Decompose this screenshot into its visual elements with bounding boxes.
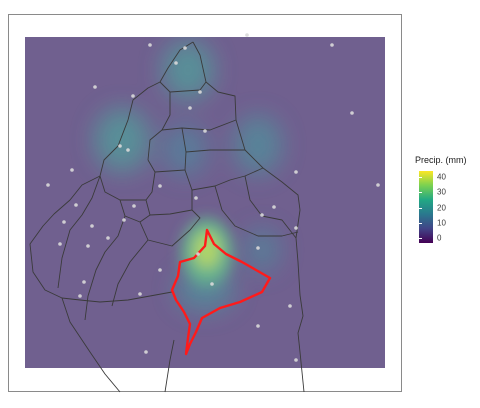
station-point <box>194 196 198 200</box>
station-point <box>288 304 292 308</box>
station-point <box>196 252 200 256</box>
legend-colorbar <box>419 171 433 243</box>
delegacion-j <box>57 175 101 289</box>
delegacion-e <box>185 149 245 153</box>
station-point <box>174 61 178 65</box>
station-point <box>294 226 298 230</box>
station-point <box>330 43 334 47</box>
station-point <box>158 184 162 188</box>
station-point <box>82 280 86 284</box>
station-point <box>144 350 148 354</box>
delegacion-b <box>169 81 207 93</box>
legend-tick-label: 10 <box>437 218 446 228</box>
station-point <box>188 106 192 110</box>
delegacion-k <box>84 215 126 321</box>
legend-tick-mark <box>419 177 422 179</box>
legend-tick-mark <box>419 192 422 194</box>
precip-blob-north <box>162 40 214 100</box>
station-point <box>106 236 110 240</box>
legend-tick-label: 30 <box>437 187 446 197</box>
station-point <box>245 33 249 37</box>
delegacion-c <box>161 119 237 131</box>
delegacion-l <box>139 209 201 247</box>
outer-boundary-west <box>29 41 194 393</box>
station-point <box>210 282 214 286</box>
station-point <box>260 213 264 217</box>
legend-tick-label: 40 <box>437 172 446 182</box>
delegacion-o <box>111 239 149 307</box>
delegacion-p <box>61 291 173 303</box>
station-point <box>148 43 152 47</box>
station-point <box>183 46 187 50</box>
south-line <box>164 339 175 393</box>
station-point <box>376 183 380 187</box>
legend-tick-mark <box>419 238 422 240</box>
legend-title: Precip. (mm) <box>415 155 467 165</box>
precip-raster <box>25 37 385 368</box>
station-point <box>46 183 50 187</box>
legend-tick-label: 20 <box>437 203 446 213</box>
legend-tick-label: 0 <box>437 233 442 243</box>
precip-blob-east <box>234 115 282 175</box>
station-point <box>74 203 78 207</box>
station-point <box>256 246 260 250</box>
station-point <box>78 294 82 298</box>
station-point <box>256 324 260 328</box>
precip-blob-southeast <box>244 228 280 272</box>
outer-boundary <box>192 41 305 393</box>
delegacion-h <box>99 175 146 201</box>
station-point <box>203 129 207 133</box>
delegacion-f <box>184 167 264 191</box>
station-point <box>118 144 122 148</box>
station-point <box>138 292 142 296</box>
legend-tick-mark <box>419 207 422 209</box>
station-point <box>350 111 354 115</box>
weather-stations <box>46 33 380 362</box>
station-point <box>70 168 74 172</box>
station-point <box>272 205 276 209</box>
station-point <box>62 220 66 224</box>
station-point <box>294 170 298 174</box>
station-point <box>132 204 136 208</box>
delegacion-i <box>119 199 151 223</box>
station-point <box>131 94 135 98</box>
delegacion-m <box>214 185 299 237</box>
station-point <box>58 242 62 246</box>
precip-blob-center <box>163 124 207 176</box>
station-point <box>122 218 126 222</box>
highlighted-municipality <box>170 228 272 356</box>
station-point <box>126 148 130 152</box>
station-point <box>294 358 298 362</box>
station-point <box>158 268 162 272</box>
legend: Precip. (mm) 40 30 20 10 0 <box>415 155 477 243</box>
station-point <box>86 244 90 248</box>
station-point <box>90 224 94 228</box>
municipal-boundaries <box>29 41 305 393</box>
delegacion-a <box>147 81 171 161</box>
legend-tick-mark <box>419 223 422 225</box>
station-point <box>198 90 202 94</box>
station-point <box>93 85 97 89</box>
